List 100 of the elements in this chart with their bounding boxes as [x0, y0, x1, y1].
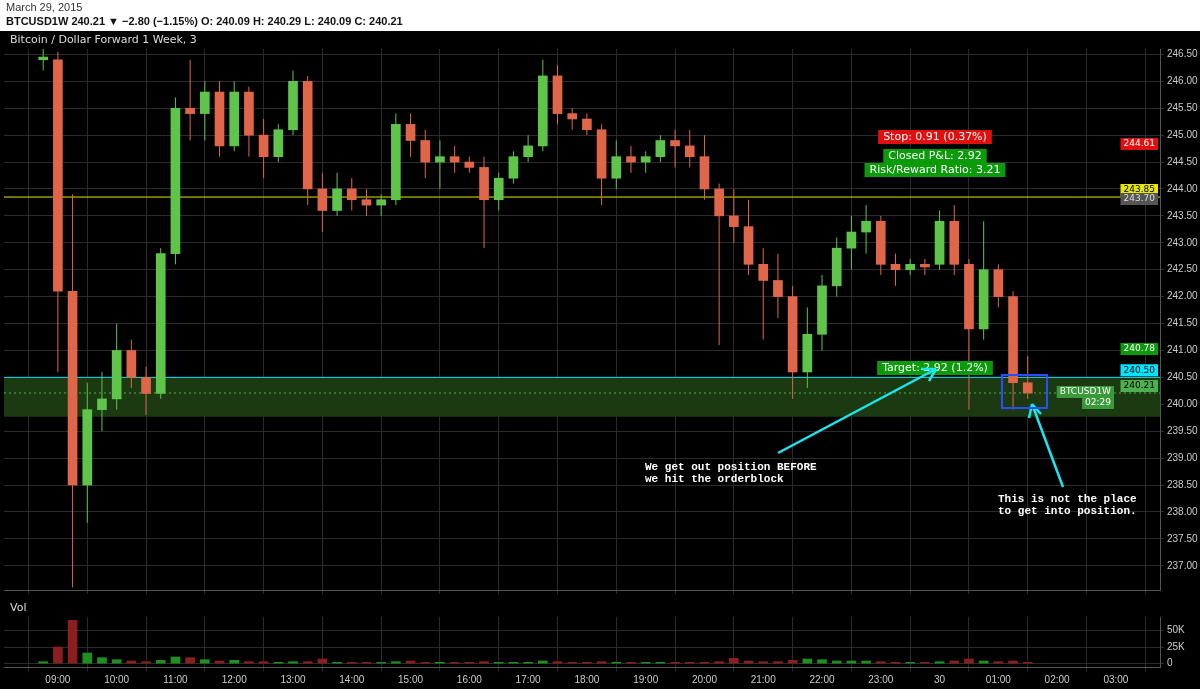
x-tick-label: 17:00	[515, 673, 542, 685]
candlestick	[640, 150, 651, 174]
ref-line-label: 243.85	[1123, 184, 1156, 195]
x-tick-label: 18:00	[574, 673, 600, 685]
candlestick	[655, 134, 666, 163]
x-tick-label: 14:00	[339, 673, 365, 685]
bar	[244, 661, 254, 664]
x-tick-label: 30	[934, 673, 946, 685]
candlestick	[670, 129, 680, 168]
bar	[479, 661, 489, 664]
x-tick-label: 10:00	[104, 673, 130, 685]
text: BTCUSD1W 240.21 ▼ −2.80 (−1.15%) O: 240.09 H: 240.29 L: 240.09 C: 240.21	[5, 14, 404, 28]
candlestick	[846, 215, 857, 271]
y-tick-label: 245.50	[1167, 101, 1199, 113]
candlestick	[508, 150, 519, 185]
y-tick-label: 239.00	[1167, 451, 1199, 463]
y-tick-label: 238.50	[1167, 478, 1199, 490]
y-tick-label: 241.00	[1167, 344, 1199, 356]
y-tick-label: 241.50	[1167, 317, 1199, 329]
annotation: Risk/Reward Ratio: 3.21	[869, 162, 1001, 176]
bar	[391, 661, 401, 664]
candlestick	[861, 204, 871, 255]
candlestick	[405, 113, 416, 158]
bar	[758, 661, 769, 664]
bar	[729, 658, 739, 664]
bar	[141, 661, 151, 664]
bar	[67, 620, 78, 664]
x-tick-label: 19:00	[633, 673, 659, 685]
bar	[111, 659, 122, 664]
candlestick	[920, 258, 930, 276]
x-tick-label: 02:00	[1044, 673, 1071, 685]
y-tick-label: 244.00	[1167, 182, 1199, 194]
y-tick-label: 240.50	[1167, 371, 1199, 383]
y-tick-label: 243.50	[1167, 209, 1199, 221]
x-tick-label: 16:00	[456, 673, 483, 685]
y-tick-label: 237.00	[1167, 559, 1199, 571]
bar	[200, 659, 210, 664]
x-tick-label: 09:00	[45, 673, 71, 685]
candlestick	[523, 134, 533, 163]
y-tick-label: 246.00	[1167, 75, 1199, 87]
y-tick-label: 243.00	[1167, 236, 1199, 248]
candlestick	[729, 188, 739, 244]
candlestick	[97, 371, 107, 432]
annotation: 243.70	[1123, 193, 1156, 204]
bar	[185, 657, 195, 664]
y-tick-label: 246.50	[1167, 48, 1199, 60]
annotation: 244.61	[1123, 138, 1156, 149]
chart-title: Bitcoin / Dollar Forward 1 Week, 3	[10, 32, 197, 46]
candlestick	[332, 172, 342, 217]
candlestick	[758, 247, 769, 341]
bar	[773, 661, 783, 664]
candlestick	[449, 145, 460, 174]
candlestick	[258, 118, 269, 179]
x-tick-label: 03:00	[1103, 673, 1129, 685]
candlestick	[317, 172, 328, 233]
ref-line-label: 240.21	[1123, 380, 1156, 391]
candlestick	[376, 193, 386, 217]
bar	[714, 661, 724, 664]
candlestick	[420, 129, 431, 179]
candlestick	[200, 80, 210, 142]
candlestick	[684, 129, 695, 168]
y-tick-label: 50K	[1167, 624, 1186, 636]
candlestick	[611, 140, 622, 190]
candlestick	[582, 113, 592, 136]
candlestick	[567, 107, 578, 131]
bar	[82, 652, 93, 664]
y-tick-label: 237.50	[1167, 532, 1199, 544]
bar	[288, 661, 298, 664]
annotation: 02:29	[1085, 397, 1112, 408]
annotation: Closed P&L: 2.92	[888, 148, 982, 162]
x-tick-label: 15:00	[398, 673, 424, 685]
candlestick	[773, 253, 783, 319]
y-tick-label: 0	[1167, 657, 1173, 669]
bar	[97, 657, 107, 664]
candlestick	[435, 140, 445, 190]
y-tick-label: 244.50	[1167, 155, 1199, 167]
candlestick	[626, 145, 636, 174]
bar	[817, 659, 827, 664]
chart-subtitle: March 29, 2015	[5, 0, 84, 14]
bar	[302, 661, 313, 664]
x-tick-label: 11:00	[163, 673, 189, 685]
x-tick-label: 20:00	[691, 673, 718, 685]
candlestick	[493, 172, 504, 211]
x-tick-label: 13:00	[280, 673, 306, 685]
annotation: This is not the place to get into position.	[998, 492, 1138, 517]
x-tick-label: 12:00	[221, 673, 248, 685]
ref-line-label: 240.50	[1123, 364, 1156, 375]
y-tick-label: 238.00	[1167, 505, 1199, 517]
annotation: Stop: 0.91 (0.37%)	[883, 129, 987, 143]
y-tick-label: 25K	[1167, 640, 1186, 652]
candlestick	[346, 177, 357, 211]
y-tick-label: 245.00	[1167, 128, 1199, 140]
bar	[875, 661, 886, 664]
x-tick-label: 22:00	[809, 673, 835, 685]
annotation: BTCUSD1W	[1059, 386, 1112, 397]
bar	[53, 646, 63, 664]
y-tick-label: 242.50	[1167, 263, 1199, 275]
candlestick	[1022, 355, 1033, 400]
y-tick-label: 240.00	[1167, 398, 1199, 410]
candlestick	[890, 253, 901, 287]
